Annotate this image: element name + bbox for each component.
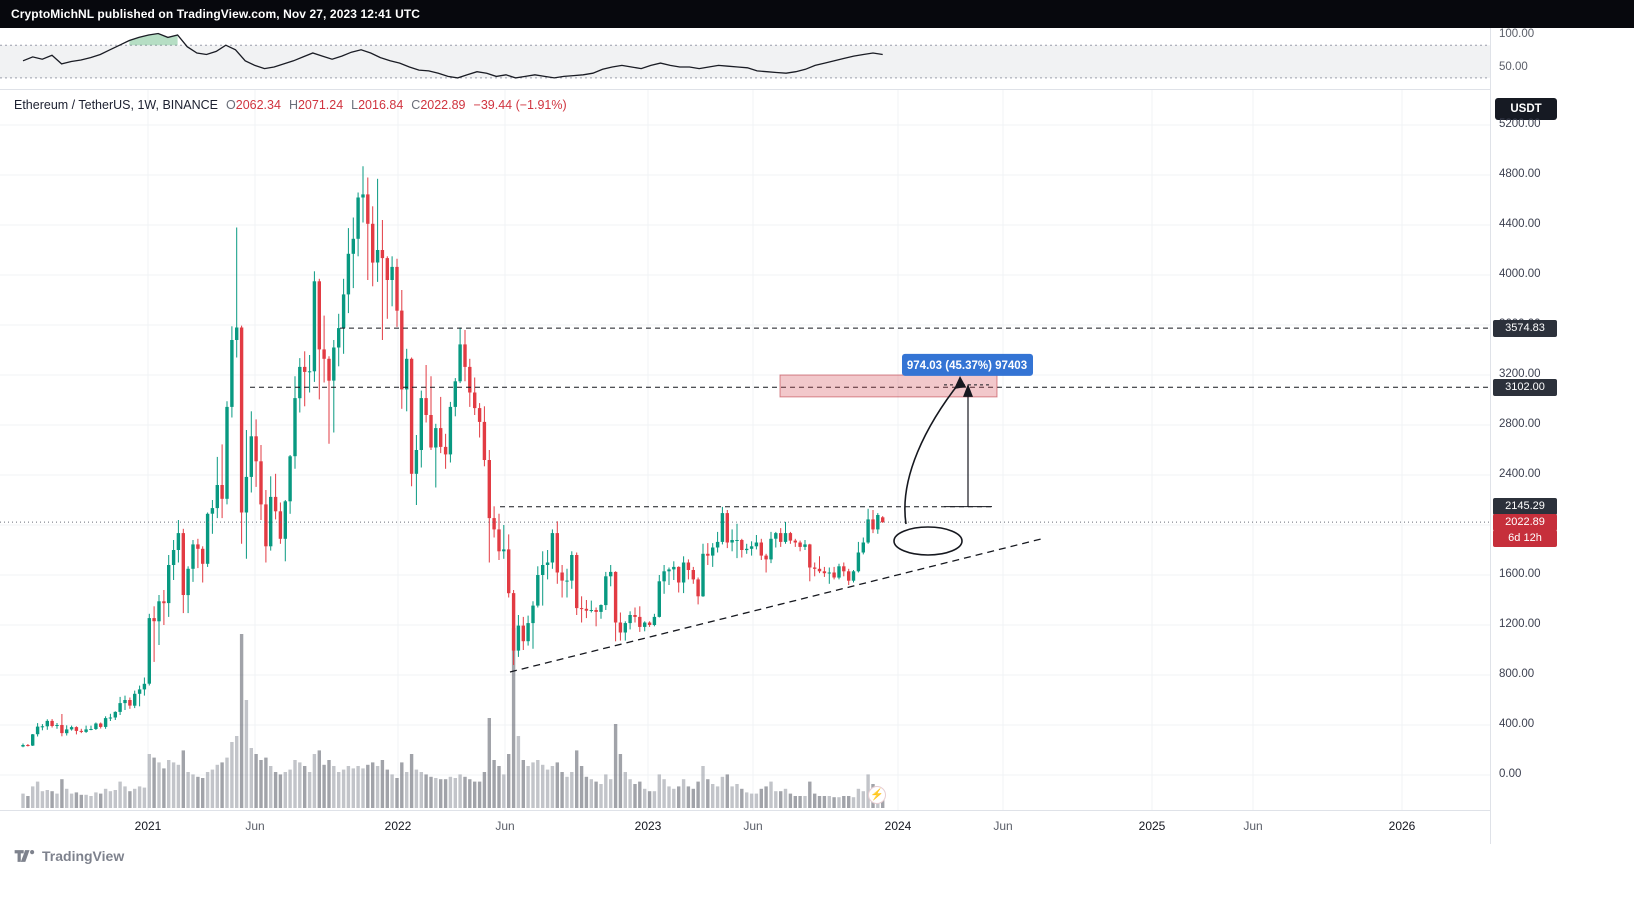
price-tick: 2400.00 <box>1499 468 1541 480</box>
event-marker-icon[interactable]: ⚡ <box>868 786 886 804</box>
close-label: C <box>411 98 421 112</box>
ascending-trendline[interactable] <box>509 537 1046 673</box>
currency-toggle-button[interactable]: USDT <box>1495 98 1557 120</box>
time-tick: Jun <box>993 819 1013 833</box>
price-range-tool[interactable]: 974.03 (45.37%) 97403 <box>902 353 1033 508</box>
price-chart-canvas[interactable]: 974.03 (45.37%) 97403 <box>0 90 1490 810</box>
level-price-badge: 3574.83 <box>1493 319 1557 337</box>
tradingview-logo-icon <box>14 850 35 862</box>
indicator-scale-label: 50.00 <box>1499 61 1528 73</box>
high-value: 2071.24 <box>297 98 344 112</box>
level-price-badge: 3102.00 <box>1493 378 1557 396</box>
price-tick: 4000.00 <box>1499 268 1541 280</box>
last-price-badge: 6d 12h <box>1493 529 1557 547</box>
time-tick: 2023 <box>634 819 662 833</box>
volume-bars <box>21 628 885 808</box>
oscillator-indicator-pane[interactable] <box>0 28 1490 90</box>
horizontal-level-lines[interactable] <box>250 327 1490 508</box>
open-value: 2062.34 <box>235 98 281 112</box>
time-tick: 2021 <box>134 819 162 833</box>
price-tick: 2800.00 <box>1499 418 1541 430</box>
low-value: 2016.84 <box>358 98 404 112</box>
symbol-header: Ethereum / TetherUS, 1W, BINANCE O2062.34… <box>14 98 567 112</box>
price-tick: 0.00 <box>1499 768 1522 780</box>
resistance-zone[interactable] <box>779 374 998 398</box>
measure-label-text: 974.03 (45.37%) 97403 <box>907 360 1027 372</box>
price-tick: 4400.00 <box>1499 218 1541 230</box>
price-tick: 3200.00 <box>1499 368 1541 380</box>
tradingview-logo-text: TradingView <box>42 848 125 864</box>
price-tick: 800.00 <box>1499 668 1535 680</box>
level-price-badge: 2145.29 <box>1493 498 1557 516</box>
measure-label-box <box>902 353 1033 376</box>
price-tick: 1600.00 <box>1499 568 1541 580</box>
overbought-fill <box>129 33 178 46</box>
price-tick: 400.00 <box>1499 718 1535 730</box>
time-tick: Jun <box>1243 819 1263 833</box>
price-tick: 5200.00 <box>1499 118 1541 130</box>
tradingview-watermark[interactable]: TradingView <box>14 848 124 864</box>
highlight-ellipse[interactable] <box>893 526 963 556</box>
time-tick: 2025 <box>1138 819 1166 833</box>
grid-lines <box>0 90 1490 810</box>
trend-arrow[interactable] <box>904 376 966 525</box>
attribution-bar: CryptoMichNL published on TradingView.co… <box>0 0 1634 28</box>
pane-separator[interactable] <box>0 89 1490 90</box>
indicator-band <box>0 45 1490 78</box>
indicator-scale-label: 100.00 <box>1499 28 1535 40</box>
high-label: H <box>288 98 298 112</box>
time-tick: 2026 <box>1388 819 1416 833</box>
time-tick: 2022 <box>384 819 412 833</box>
time-tick: Jun <box>743 819 763 833</box>
price-axis[interactable]: USDT 5200.004800.004400.004000.003600.00… <box>1490 28 1634 844</box>
change-value: −39.44 (−1.91%) <box>473 98 567 112</box>
time-tick: Jun <box>495 819 515 833</box>
time-axis[interactable]: 2021 Jun 2022 Jun 2023 Jun 2024 Jun 2025 Jun 2026 <box>0 810 1490 844</box>
low-label: L <box>351 98 359 112</box>
last-price-badge: 2022.89 <box>1493 513 1557 531</box>
oscillator-line <box>22 32 883 79</box>
symbol-title[interactable]: Ethereum / TetherUS, 1W, BINANCE <box>14 98 219 112</box>
price-tick: 4800.00 <box>1499 168 1541 180</box>
close-value: 2022.89 <box>420 98 466 112</box>
time-tick: 2024 <box>884 819 912 833</box>
candles <box>21 166 885 748</box>
attribution-text: CryptoMichNL published on TradingView.co… <box>11 7 421 21</box>
open-label: O <box>226 98 236 112</box>
time-tick: Jun <box>245 819 265 833</box>
price-tick: 1200.00 <box>1499 618 1541 630</box>
